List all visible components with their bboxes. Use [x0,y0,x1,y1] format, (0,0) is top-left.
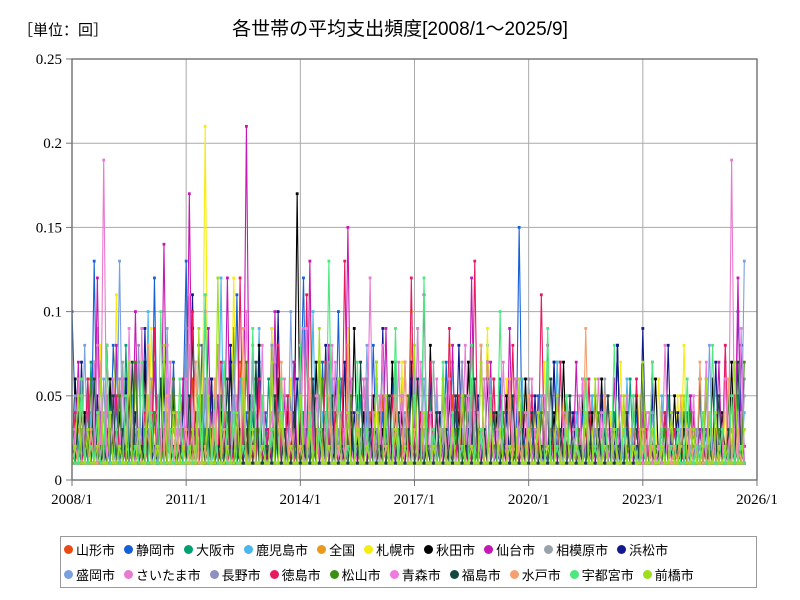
legend-item[interactable]: 松山市 [329,565,381,584]
x-tick-label: 2008/1 [51,492,93,508]
legend-label: 山形市 [76,543,116,558]
legend-marker-icon [244,545,254,554]
legend-item[interactable]: 徳島市 [269,565,321,584]
legend-marker-icon [124,545,134,554]
legend-item[interactable]: 仙台市 [484,540,535,559]
legend-label: 徳島市 [281,568,321,583]
y-tick-label: 0 [55,473,63,489]
legend-item[interactable]: 水戸市 [509,565,561,584]
legend-item[interactable]: 浜松市 [617,540,668,559]
legend-label: 青森市 [401,568,441,583]
legend-item[interactable]: 全国 [317,540,355,559]
x-tick-label: 2026/1 [736,492,778,508]
legend-item[interactable]: 大阪市 [184,540,235,559]
legend-label: 静岡市 [136,543,176,558]
legend-marker-icon [642,570,652,579]
legend-marker-icon [509,570,519,579]
x-tick-label: 2020/1 [508,492,550,508]
legend-label: 盛岡市 [76,568,116,583]
legend-label: 福島市 [461,568,501,583]
legend-label: 水戸市 [521,568,561,583]
legend-item[interactable]: 相模原市 [544,540,608,559]
x-tick-label: 2014/1 [279,492,321,508]
legend-label: 鹿児島市 [256,543,309,558]
legend-marker-icon [329,570,339,579]
legend-item[interactable]: 静岡市 [124,540,175,559]
legend-label: 長野市 [221,568,261,583]
legend-item[interactable]: 鹿児島市 [244,540,308,559]
legend-marker-icon [184,545,194,554]
legend-marker-icon [617,545,627,554]
y-tick-label: 0.05 [36,389,62,405]
y-tick-label: 0.15 [36,220,62,236]
legend-marker-icon [64,570,73,579]
legend-label: 松山市 [341,568,381,583]
legend-label: 秋田市 [436,543,476,558]
legend-marker-icon [317,545,327,554]
legend-label: 相模原市 [556,543,609,558]
x-tick-label: 2011/1 [166,492,207,508]
legend-label: さいたま市 [136,568,201,583]
legend-item[interactable]: 盛岡市 [64,565,115,584]
y-tick-label: 0.25 [36,52,62,68]
legend-label: 大阪市 [196,543,236,558]
legend-row-1: 山形市 静岡市 大阪市 鹿児島市 全国 札幌市 秋田市 仙台市 相模原市 浜松市 [61,537,756,562]
legend: 山形市 静岡市 大阪市 鹿児島市 全国 札幌市 秋田市 仙台市 相模原市 浜松市 盛岡市 さいたま市… [60,536,757,588]
legend-label: 札幌市 [376,543,416,558]
legend-label: 浜松市 [629,543,669,558]
legend-item[interactable]: 宇都宮市 [569,565,634,584]
legend-item[interactable]: 長野市 [209,565,261,584]
legend-label: 前橋市 [654,568,694,583]
legend-marker-icon [124,570,134,579]
legend-label: 全国 [329,543,356,558]
legend-marker-icon [209,570,219,579]
x-tick-label: 2017/1 [394,492,436,508]
plot-area: 0 0.05 0.1 0.15 0.2 0.25 2008/1 2011/1 2014/1 201… [36,52,778,508]
series-markers [72,276,746,465]
legend-marker-icon [449,570,459,579]
legend-item[interactable]: 山形市 [64,540,115,559]
legend-label: 宇都宮市 [581,568,634,583]
y-tick-label: 0.1 [43,305,62,321]
y-tick-label: 0.2 [43,136,62,152]
legend-item[interactable]: 青森市 [389,565,441,584]
legend-item[interactable]: 札幌市 [364,540,415,559]
legend-marker-icon [64,545,73,554]
legend-marker-icon [569,570,579,579]
legend-marker-icon [269,570,279,579]
legend-item[interactable]: 福島市 [449,565,501,584]
legend-marker-icon [389,570,399,579]
series-group [72,124,746,465]
legend-marker-icon [364,545,374,554]
legend-marker-icon [484,545,494,554]
unit-label: ［単位：回］ [18,22,109,39]
chart-title: 各世帯の平均支出頻度[2008/1～2025/9] [232,19,568,40]
legend-label: 仙台市 [496,543,536,558]
legend-row-2: 盛岡市 さいたま市 長野市 徳島市 松山市 青森市 福島市 水戸市 宇都宮市 前橋市 [61,562,756,587]
legend-marker-icon [424,545,434,554]
legend-marker-icon [544,545,554,554]
x-tick-label: 2023/1 [622,492,664,508]
legend-item[interactable]: さいたま市 [124,565,201,584]
legend-item[interactable]: 秋田市 [424,540,475,559]
legend-item[interactable]: 前橋市 [642,565,694,584]
